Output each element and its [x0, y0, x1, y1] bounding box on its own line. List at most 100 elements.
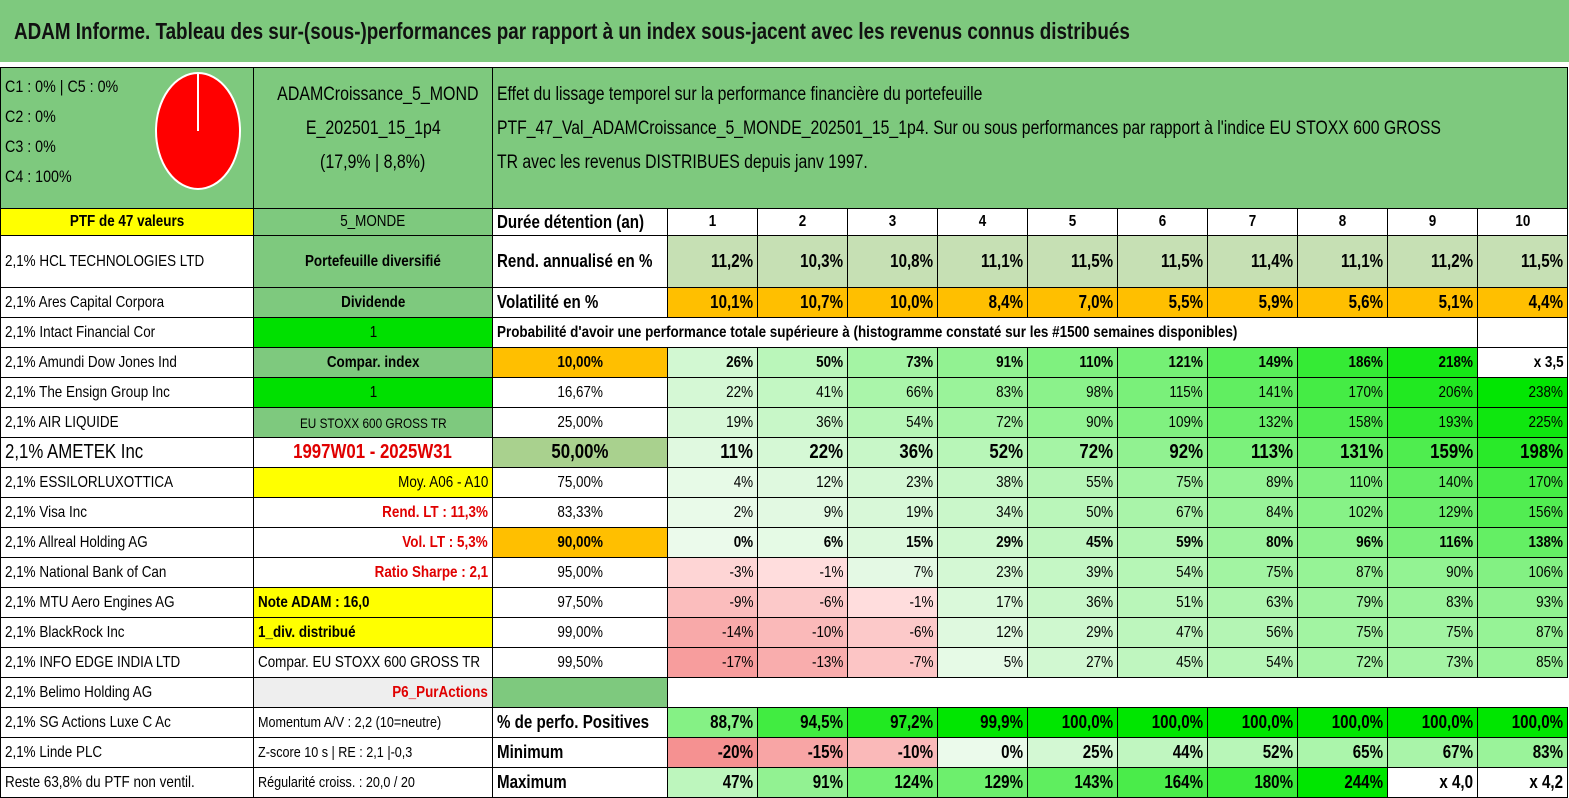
pie-legend-cell: C1 : 0% | C5 : 0% C2 : 0% C3 : 0% C4 : 1… — [0, 67, 254, 209]
table-row: 2,1% INFO EDGE INDIA LTD Compar. EU STOXX… — [0, 647, 1569, 678]
value-cell: 65% — [1297, 737, 1388, 768]
value-cell: 115% — [1117, 377, 1208, 408]
value-cell: 73% — [1387, 647, 1478, 678]
table-row: 2,1% Intact Financial Cor 1 Probabilité d'… — [0, 317, 1569, 348]
row-label: % de perfo. Positives — [492, 707, 668, 738]
pie-c2: C2 : 0% — [5, 107, 56, 126]
holding-label: Reste 63,8% du PTF non ventil. — [0, 767, 254, 798]
holding-label: 2,1% Ares Capital Corpora — [0, 287, 254, 318]
row-label: 16,67% — [492, 377, 668, 408]
value-cell: -17% — [667, 647, 758, 678]
table-row: 2,1% The Ensign Group Inc 1 16,67% 22% 41% 66… — [0, 377, 1569, 408]
row-label: 50,00% — [492, 437, 668, 468]
table-row: 2,1% National Bank of Can Ratio Sharpe : … — [0, 557, 1569, 588]
value-cell: 38% — [937, 467, 1028, 498]
value-cell: 96% — [1297, 527, 1388, 558]
effect-description: Effet du lissage temporel sur la perform… — [491, 67, 1569, 209]
value-cell: 10,0% — [847, 287, 938, 318]
value-cell: 100,0% — [1387, 707, 1478, 738]
value-cell: 159% — [1387, 437, 1478, 468]
value-cell: 11,2% — [667, 235, 758, 288]
value-cell: 72% — [1027, 437, 1118, 468]
value-cell: 91% — [757, 767, 848, 798]
value-cell: 10,1% — [667, 287, 758, 318]
value-cell: 8,4% — [937, 287, 1028, 318]
value-cell: 19% — [847, 497, 938, 528]
row-label: Volatilité en % — [492, 287, 668, 318]
value-cell: 26% — [667, 347, 758, 378]
value-cell: 47% — [667, 767, 758, 798]
fund-perf: (17,9% | 8,8%) — [320, 152, 426, 173]
info-label: 1 — [253, 317, 493, 348]
info-label: Compar. EU STOXX 600 GROSS TR — [253, 647, 493, 678]
empty-cell — [492, 677, 668, 708]
value-cell: 106% — [1476, 557, 1569, 588]
value-cell: 5,6% — [1297, 287, 1388, 318]
value-cell: 100,0% — [1027, 707, 1118, 738]
row-label: 25,00% — [492, 407, 668, 438]
value-cell: 94,5% — [757, 707, 848, 738]
info-label: Momentum A/V : 2,2 (10=neutre) — [253, 707, 493, 738]
value-cell: 129% — [937, 767, 1028, 798]
pie-c1c5: C1 : 0% | C5 : 0% — [5, 77, 119, 96]
value-cell: 156% — [1476, 497, 1569, 528]
value-cell: 19% — [667, 407, 758, 438]
holding-label: 2,1% SG Actions Luxe C Ac — [0, 707, 254, 738]
value-cell: 102% — [1297, 497, 1388, 528]
value-cell: -3% — [667, 557, 758, 588]
holding-label: 2,1% Visa Inc — [0, 497, 254, 528]
value-cell: 90% — [1387, 557, 1478, 588]
value-cell: -1% — [757, 557, 848, 588]
value-cell: 100,0% — [1117, 707, 1208, 738]
fund-name-2: E_202501_15_1p4 — [305, 118, 441, 139]
value-cell: -13% — [757, 647, 848, 678]
value-cell: 218% — [1387, 347, 1478, 378]
value-cell: 52% — [1207, 737, 1298, 768]
holding-label: 2,1% INFO EDGE INDIA LTD — [0, 647, 254, 678]
row-label: 10,00% — [492, 347, 668, 378]
value-cell: 110% — [1297, 467, 1388, 498]
value-cell: 27% — [1027, 647, 1118, 678]
fund-name-1: ADAMCroissance_5_MOND — [277, 84, 479, 105]
table-row: 2,1% BlackRock Inc 1_div. distribué 99,00%… — [0, 617, 1569, 648]
value-cell: 85% — [1476, 647, 1569, 678]
value-cell: 113% — [1207, 437, 1298, 468]
value-cell: 92% — [1117, 437, 1208, 468]
info-label: 5_MONDE — [253, 208, 493, 236]
value-cell: 4 — [937, 208, 1028, 236]
value-cell: 131% — [1297, 437, 1388, 468]
holding-label: 2,1% National Bank of Can — [0, 557, 254, 588]
holding-label: 2,1% Linde PLC — [0, 737, 254, 768]
fund-name-cell: ADAMCroissance_5_MOND E_202501_15_1p4 (1… — [253, 67, 493, 209]
value-cell: 11,2% — [1387, 235, 1478, 288]
table-row: 2,1% ESSILORLUXOTTICA Moy. A06 - A10 75,00… — [0, 467, 1569, 498]
value-cell: 4% — [667, 467, 758, 498]
value-cell: 109% — [1117, 407, 1208, 438]
value-cell: 138% — [1476, 527, 1569, 558]
value-cell: 25% — [1027, 737, 1118, 768]
value-cell: x 4,0 — [1387, 767, 1478, 798]
value-cell: 93% — [1476, 587, 1569, 618]
value-cell: 238% — [1476, 377, 1569, 408]
effect-line-3: TR avec les revenus DISTRIBUES depuis ja… — [497, 152, 868, 173]
value-cell: 80% — [1207, 527, 1298, 558]
value-cell: 63% — [1207, 587, 1298, 618]
effect-line-2: PTF_47_Val_ADAMCroissance_5_MONDE_202501… — [497, 118, 1441, 139]
holding-label: 2,1% BlackRock Inc — [0, 617, 254, 648]
value-cell: 23% — [937, 557, 1028, 588]
value-cell: 0% — [937, 737, 1028, 768]
row-label: Rend. annualisé en % — [492, 235, 668, 288]
value-cell: 141% — [1207, 377, 1298, 408]
holding-label: 2,1% Amundi Dow Jones Ind — [0, 347, 254, 378]
value-cell: 15% — [847, 527, 938, 558]
holding-label: 2,1% Belimo Holding AG — [0, 677, 254, 708]
value-cell: 72% — [937, 407, 1028, 438]
info-label: Dividende — [253, 287, 493, 318]
table-row: PTF de 47 valeurs 5_MONDE Durée détention … — [0, 208, 1569, 236]
value-cell: 41% — [757, 377, 848, 408]
value-cell: 121% — [1117, 347, 1208, 378]
holding-label: 2,1% AMETEK Inc — [0, 437, 254, 468]
row-label: Durée détention (an) — [492, 208, 668, 236]
value-cell: 100,0% — [1297, 707, 1388, 738]
effect-line-1: Effet du lissage temporel sur la perform… — [497, 84, 983, 105]
